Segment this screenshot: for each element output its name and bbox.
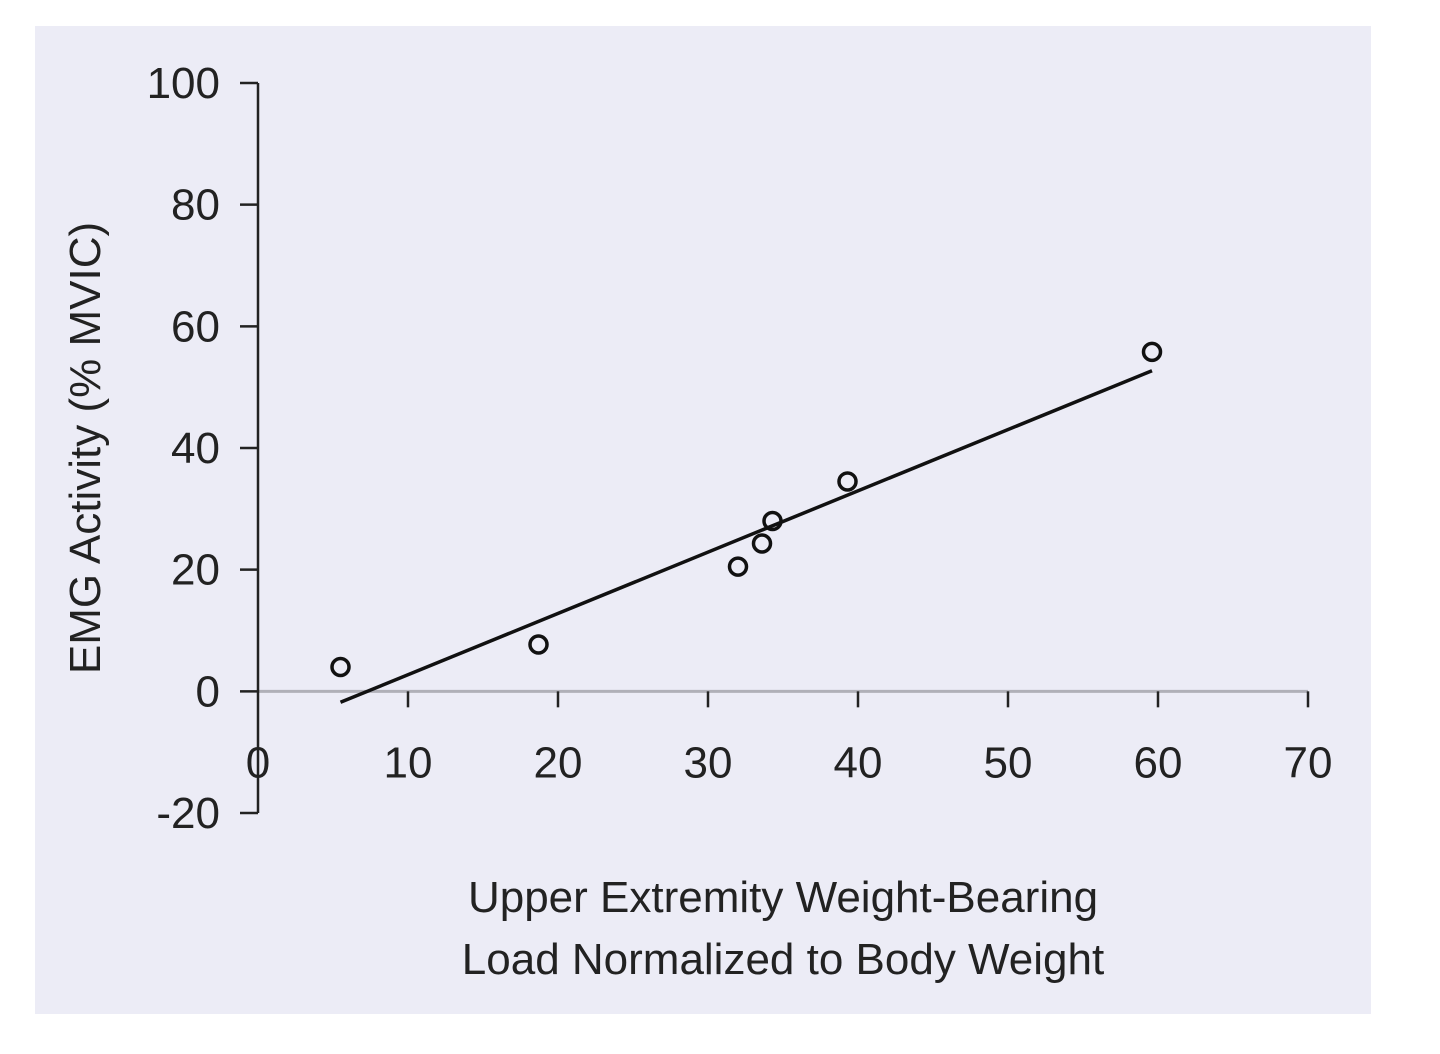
data-point xyxy=(751,533,773,554)
y-tick-label: 80 xyxy=(171,181,220,230)
trendline xyxy=(339,369,1153,704)
y-tick-label: 40 xyxy=(171,424,220,473)
x-tick-label: 20 xyxy=(534,738,583,787)
ticks: -20 0 20 40 60 80 100 0 10 20 30 40 50 60 70 xyxy=(147,59,1333,838)
x-tick-label: 60 xyxy=(1134,738,1183,787)
axis-labels: Upper Extremity Weight-Bearing Load Norma… xyxy=(61,222,1104,984)
data-point xyxy=(727,556,749,577)
y-axis-title: EMG Activity (% MVIC) xyxy=(61,222,110,674)
x-tick-label: 70 xyxy=(1284,738,1333,787)
y-tick-label: 100 xyxy=(147,59,220,108)
x-tick-label: 50 xyxy=(984,738,1033,787)
data-point xyxy=(1141,341,1163,363)
x-tick-label: 30 xyxy=(684,738,733,787)
y-tick-label: 20 xyxy=(171,546,220,595)
data-point xyxy=(837,471,858,492)
data-points xyxy=(330,341,1163,678)
y-tick-label: 0 xyxy=(196,667,220,716)
data-point xyxy=(762,510,783,532)
x-tick-label: 10 xyxy=(384,738,433,787)
y-tick-label: 60 xyxy=(171,302,220,351)
x-axis-title-line-2: Load Normalized to Body Weight xyxy=(462,935,1104,984)
data-point xyxy=(528,634,549,655)
y-tick-label: -20 xyxy=(156,789,220,838)
x-axis-title-line-1: Upper Extremity Weight-Bearing xyxy=(468,873,1098,922)
trendline-layer xyxy=(339,369,1153,704)
x-tick-label: 0 xyxy=(246,738,270,787)
data-point xyxy=(330,656,351,678)
x-tick-label: 40 xyxy=(834,738,883,787)
plot-background xyxy=(35,26,1371,1014)
